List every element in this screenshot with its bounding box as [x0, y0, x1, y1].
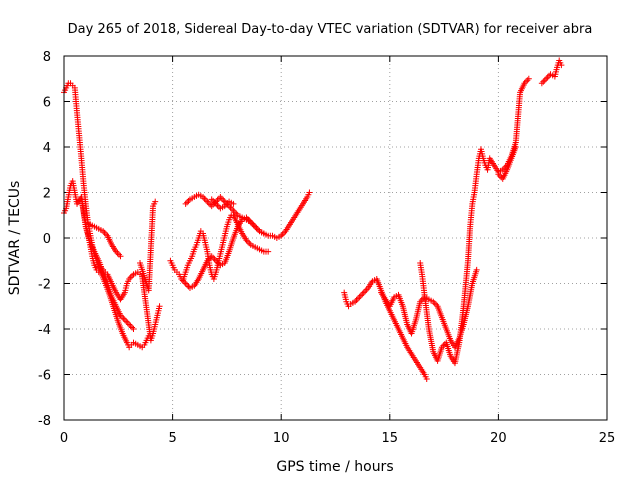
- x-tick-label: 10: [273, 431, 290, 446]
- data-point: [181, 278, 188, 285]
- y-tick-label: -8: [38, 414, 51, 429]
- data-point: [473, 266, 480, 273]
- data-point: [538, 80, 545, 87]
- data-point: [252, 223, 259, 230]
- data-point: [129, 324, 136, 331]
- data-point: [356, 294, 363, 301]
- data-point: [123, 318, 130, 325]
- data-point: [279, 231, 286, 238]
- data-point: [362, 288, 369, 295]
- data-point: [230, 200, 237, 207]
- series-arc-D: [78, 194, 137, 332]
- data-point: [265, 248, 272, 255]
- data-point: [220, 197, 227, 204]
- data-point: [184, 199, 191, 206]
- series-arc-B: [61, 178, 163, 344]
- y-tick-label: 2: [43, 187, 51, 202]
- series-arc-M: [495, 144, 519, 182]
- data-point: [202, 197, 209, 204]
- data-point: [249, 220, 256, 227]
- data-point: [354, 295, 361, 302]
- data-point: [228, 206, 235, 213]
- data-point: [357, 292, 364, 299]
- series-arc-L: [417, 75, 532, 367]
- data-point: [218, 195, 225, 202]
- data-point: [217, 194, 224, 201]
- y-tick-label: 8: [43, 50, 51, 65]
- series-arc-I: [208, 196, 237, 212]
- data-point: [255, 226, 262, 233]
- x-tick-label: 20: [490, 431, 507, 446]
- data-point: [210, 254, 217, 261]
- data-point: [127, 322, 134, 329]
- data-point: [231, 209, 238, 216]
- data-point: [541, 77, 548, 84]
- data-point: [121, 316, 128, 323]
- series-arc-G: [180, 212, 272, 282]
- y-tick-label: -2: [38, 278, 51, 293]
- series-arc-N: [538, 57, 565, 87]
- data-point: [558, 62, 565, 69]
- data-point: [359, 291, 366, 298]
- data-point: [201, 195, 208, 202]
- y-axis-label: SDTVAR / TECUs: [7, 181, 23, 296]
- data-point: [124, 319, 131, 326]
- data-point: [246, 240, 253, 247]
- data-point: [525, 75, 532, 82]
- data-point: [496, 172, 503, 179]
- series-arc-A: [61, 80, 152, 351]
- series-arc-E: [137, 198, 159, 294]
- data-point: [129, 272, 136, 279]
- data-point: [211, 256, 218, 263]
- y-tick-label: 6: [43, 96, 51, 111]
- data-point: [156, 303, 163, 310]
- data-point: [152, 198, 159, 205]
- data-point: [182, 200, 189, 207]
- data-point: [524, 77, 531, 84]
- data-point: [543, 75, 550, 82]
- chart-title: Day 265 of 2018, Sidereal Day-to-day VTE…: [68, 22, 593, 37]
- data-point: [423, 376, 430, 383]
- plot-frame: [63, 55, 608, 421]
- data-point: [353, 297, 360, 304]
- data-point: [120, 315, 127, 322]
- x-tick-label: 25: [599, 431, 616, 446]
- data-point: [306, 189, 313, 196]
- tick-layer: 0 5 10 15 20 25 -8 -6 -4 -2 0 2 4 6 8: [38, 50, 615, 446]
- data-point: [540, 78, 547, 85]
- x-tick-label: 5: [168, 431, 176, 446]
- series-arc-C: [82, 219, 124, 260]
- y-tick-label: -6: [38, 369, 51, 384]
- y-tick-label: 4: [43, 141, 51, 156]
- y-tick-label: 0: [43, 232, 51, 247]
- data-point: [116, 251, 123, 258]
- y-tick-label: -4: [38, 323, 51, 338]
- data-points-layer: [61, 57, 565, 383]
- data-point: [431, 300, 438, 307]
- data-point: [130, 326, 137, 332]
- data-point: [250, 222, 257, 229]
- x-tick-label: 15: [382, 431, 399, 446]
- data-point: [360, 289, 367, 296]
- data-point: [126, 321, 133, 328]
- data-point: [101, 229, 108, 236]
- data-point: [227, 204, 234, 211]
- x-tick-label: 0: [60, 431, 68, 446]
- data-point: [512, 144, 519, 150]
- data-point: [185, 197, 192, 204]
- data-point: [117, 253, 124, 260]
- data-point: [253, 225, 260, 232]
- grid-layer: [64, 56, 607, 420]
- x-axis-label: GPS time / hours: [276, 459, 393, 475]
